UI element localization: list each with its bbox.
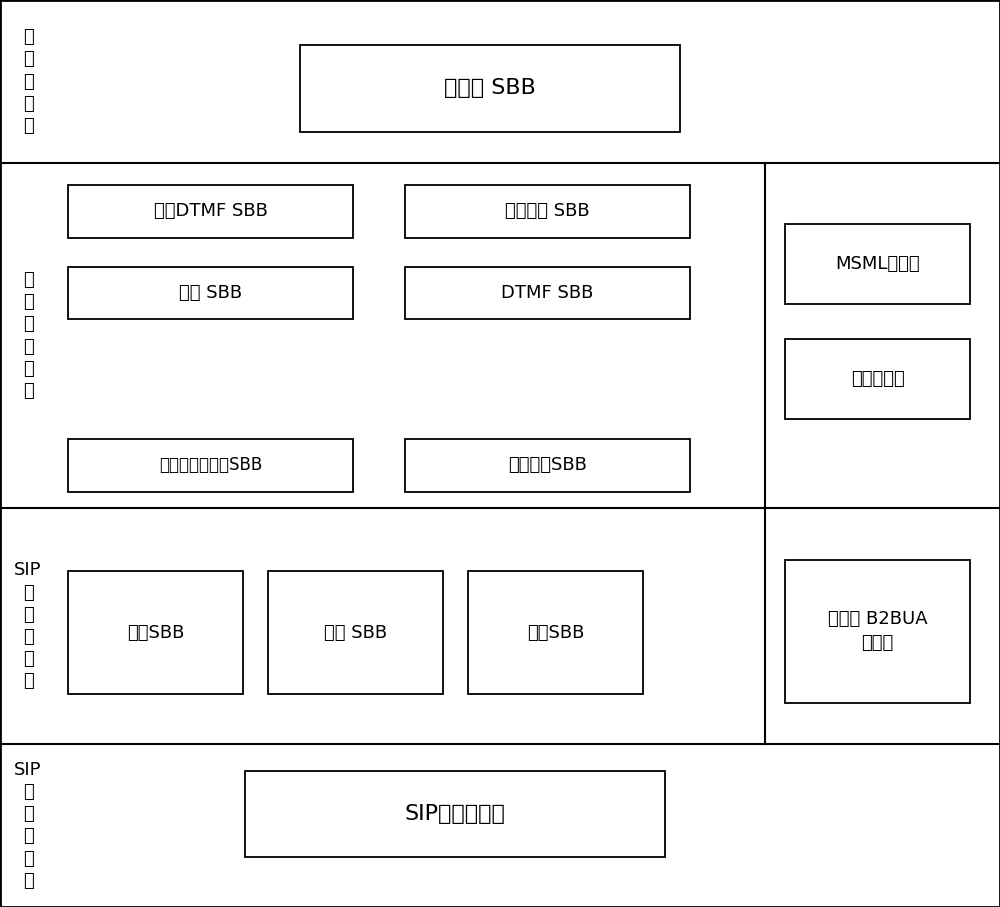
Text: SIP
消
息
处
理
层: SIP 消 息 处 理 层	[14, 561, 42, 690]
Bar	[405, 439, 690, 492]
Bar	[785, 224, 970, 304]
Text: 连接SBB: 连接SBB	[127, 624, 184, 641]
Text: 数据库接口: 数据库接口	[851, 370, 904, 388]
Bar	[68, 439, 353, 492]
Text: 对话 SBB: 对话 SBB	[324, 624, 387, 641]
Bar	[268, 571, 443, 694]
Text: DTMF SBB: DTMF SBB	[501, 284, 594, 302]
Bar	[245, 771, 665, 857]
Bar	[405, 185, 690, 238]
Bar	[785, 339, 970, 419]
Text: 连接DTMF SBB: 连接DTMF SBB	[154, 202, 267, 220]
Text: 对话和 B2BUA
状态机: 对话和 B2BUA 状态机	[828, 610, 927, 652]
Text: SIP消息适配器: SIP消息适配器	[405, 804, 505, 824]
Bar	[785, 560, 970, 703]
Bar	[405, 267, 690, 319]
Bar	[68, 267, 353, 319]
Text: MSML剖析器: MSML剖析器	[835, 255, 920, 273]
Bar	[468, 571, 643, 694]
Text: 放音 SBB: 放音 SBB	[179, 284, 242, 302]
Text: 会
议
子
服
务
层: 会 议 子 服 务 层	[23, 271, 33, 400]
Bar	[68, 571, 243, 694]
Bar	[300, 45, 680, 132]
Text: 申请加入 SBB: 申请加入 SBB	[505, 202, 590, 220]
Text: 交互式语音应答SBB: 交互式语音应答SBB	[159, 456, 262, 474]
Text: 参会者 SBB: 参会者 SBB	[444, 78, 536, 99]
Text: 设置媒体SBB: 设置媒体SBB	[508, 456, 587, 474]
Text: SIP
消
息
适
配
层: SIP 消 息 适 配 层	[14, 761, 42, 890]
Text: 逻
辑
实
体
层: 逻 辑 实 体 层	[23, 28, 33, 135]
Bar	[68, 185, 353, 238]
Text: 注册SBB: 注册SBB	[527, 624, 584, 641]
